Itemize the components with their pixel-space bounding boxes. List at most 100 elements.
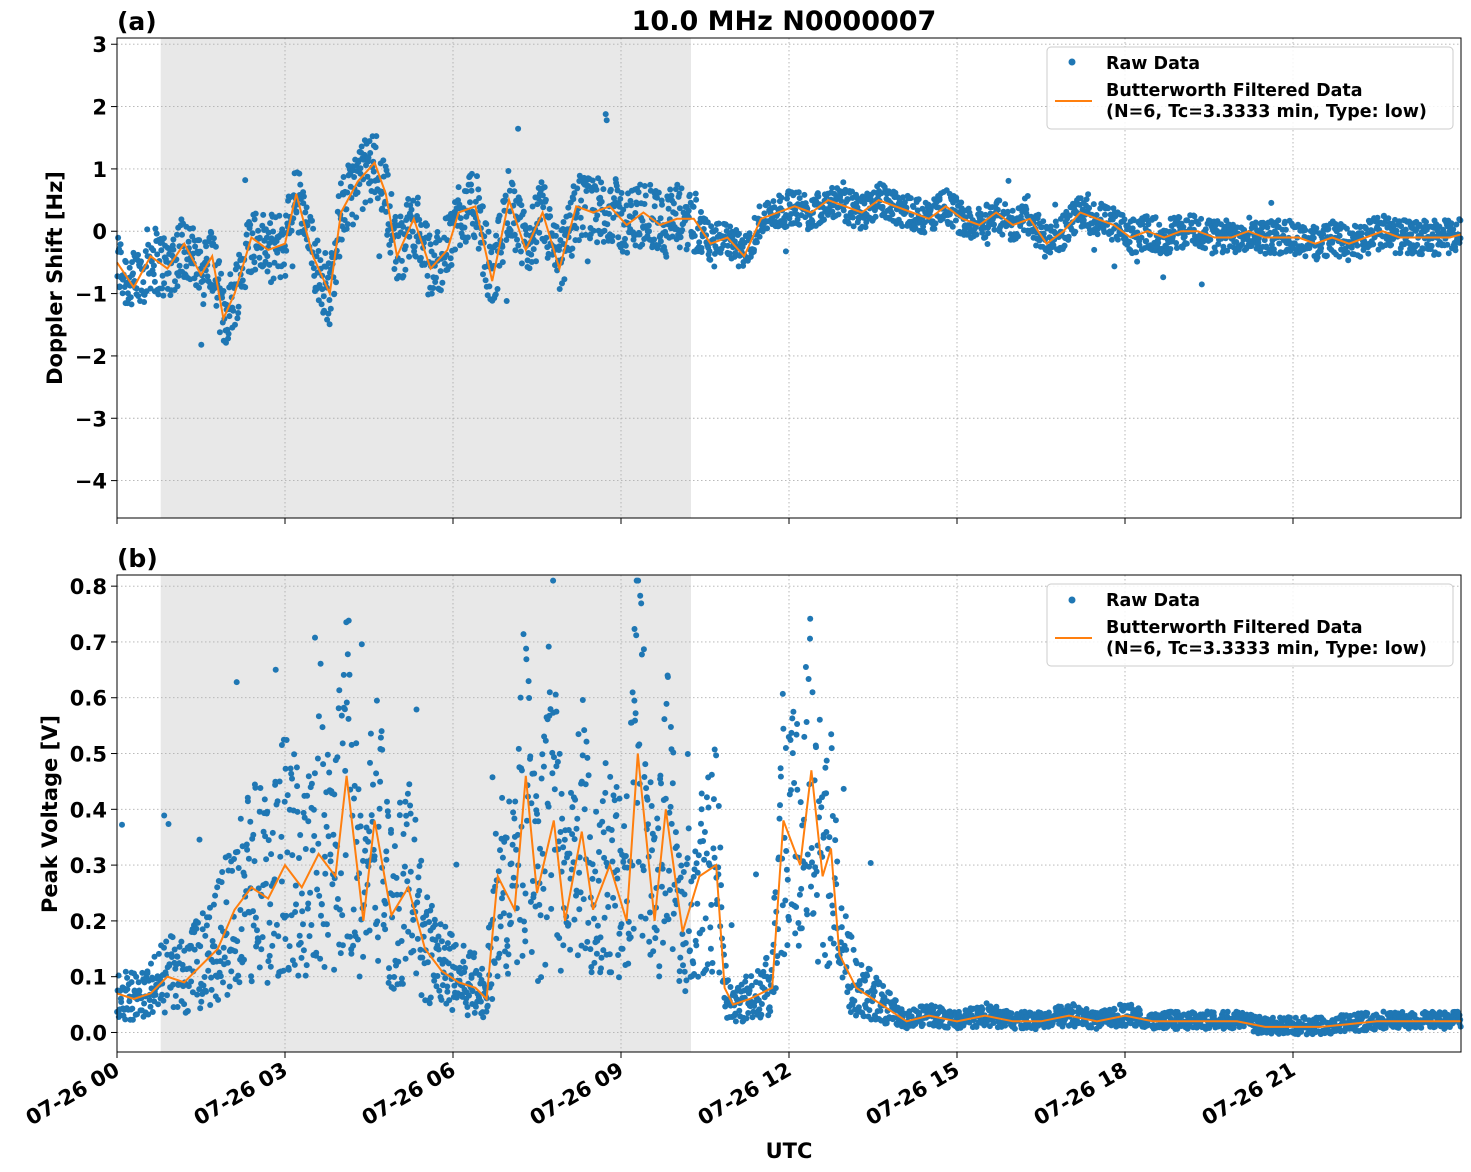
raw-data-point [668, 192, 675, 199]
raw-data-point [130, 270, 136, 277]
raw-data-point [661, 716, 668, 723]
raw-data-point [241, 956, 247, 963]
raw-data-point [499, 895, 505, 902]
raw-data-point [276, 778, 283, 785]
raw-data-point [1323, 252, 1330, 259]
raw-data-point [636, 741, 643, 748]
raw-data-point [772, 985, 779, 992]
raw-data-point [835, 211, 842, 218]
raw-data-point [574, 952, 581, 959]
raw-data-point [400, 831, 407, 837]
raw-data-point [699, 926, 706, 933]
raw-data-point [117, 241, 124, 248]
raw-data-point [827, 935, 834, 942]
raw-data-point [533, 239, 540, 246]
raw-data-point [444, 940, 451, 947]
raw-data-point [348, 950, 355, 957]
raw-data-point [802, 214, 809, 221]
raw-data-point [127, 294, 134, 301]
raw-data-point [850, 223, 857, 230]
raw-data-point [797, 799, 804, 806]
raw-data-point [212, 243, 219, 250]
raw-data-point [310, 806, 317, 813]
raw-data-point [438, 996, 445, 1003]
raw-data-point [468, 170, 475, 177]
raw-data-point [1152, 214, 1159, 221]
raw-data-point [640, 646, 647, 653]
raw-data-point [756, 233, 763, 240]
raw-data-point [632, 210, 639, 216]
raw-data-point [1414, 241, 1421, 248]
raw-data-point [984, 241, 991, 247]
raw-data-point [533, 258, 539, 265]
raw-data-point [511, 815, 518, 822]
raw-data-point [663, 700, 670, 707]
raw-data-point [401, 863, 408, 870]
raw-data-point [545, 643, 552, 650]
raw-data-point [658, 780, 664, 787]
raw-data-point [670, 200, 677, 207]
raw-data-point [463, 188, 470, 195]
raw-data-point [1080, 217, 1087, 224]
raw-data-point [982, 211, 989, 218]
raw-data-point [1408, 231, 1415, 238]
raw-data-point [796, 221, 803, 228]
raw-data-point [695, 973, 702, 980]
raw-data-point [441, 944, 448, 951]
raw-data-point [249, 230, 256, 237]
raw-data-point [498, 249, 504, 256]
raw-data-point [518, 202, 525, 209]
raw-data-point [318, 901, 325, 908]
raw-data-point [608, 827, 615, 833]
raw-data-point [599, 818, 606, 825]
raw-data-point [503, 834, 510, 841]
raw-data-point [282, 272, 289, 279]
raw-data-point [683, 977, 690, 984]
raw-data-point [1156, 221, 1163, 228]
raw-data-point [304, 792, 311, 799]
raw-data-point [1122, 1021, 1129, 1028]
raw-data-point [383, 208, 390, 215]
raw-data-point [538, 179, 545, 186]
raw-data-point [572, 796, 579, 803]
raw-data-point [151, 278, 158, 285]
raw-data-point [358, 641, 365, 648]
raw-data-point [660, 939, 666, 946]
raw-data-point [580, 896, 587, 903]
raw-data-point [642, 192, 649, 199]
raw-data-point [155, 950, 162, 957]
raw-data-point [202, 932, 209, 939]
raw-data-point [539, 850, 546, 857]
raw-data-point [350, 221, 356, 228]
raw-data-point [953, 197, 960, 204]
raw-data-point [551, 754, 557, 761]
raw-data-point [503, 963, 510, 970]
raw-data-point [1453, 221, 1460, 228]
raw-data-point [321, 812, 328, 818]
raw-data-point [480, 271, 486, 278]
raw-data-point [834, 858, 841, 865]
raw-data-point [621, 823, 628, 830]
raw-data-point [1345, 257, 1352, 264]
raw-data-point [598, 179, 605, 186]
raw-data-point [1144, 216, 1151, 223]
raw-data-point [117, 249, 124, 256]
raw-data-point [807, 635, 813, 642]
raw-data-point [509, 841, 516, 848]
raw-data-point [410, 916, 417, 923]
raw-data-point [523, 656, 530, 663]
raw-data-point [324, 316, 331, 323]
raw-data-point [1101, 229, 1108, 235]
y-tick-label: −1 [75, 283, 107, 307]
raw-data-point [866, 1007, 873, 1014]
raw-data-point [1183, 240, 1190, 247]
raw-data-point [523, 645, 530, 652]
raw-data-point [403, 821, 410, 828]
raw-data-point [431, 916, 438, 923]
raw-data-point [248, 978, 255, 985]
panel-b-label: (b) [117, 544, 158, 573]
raw-data-point [1411, 248, 1418, 255]
raw-data-point [991, 221, 997, 228]
raw-data-point [348, 741, 355, 748]
raw-data-point [680, 962, 686, 969]
